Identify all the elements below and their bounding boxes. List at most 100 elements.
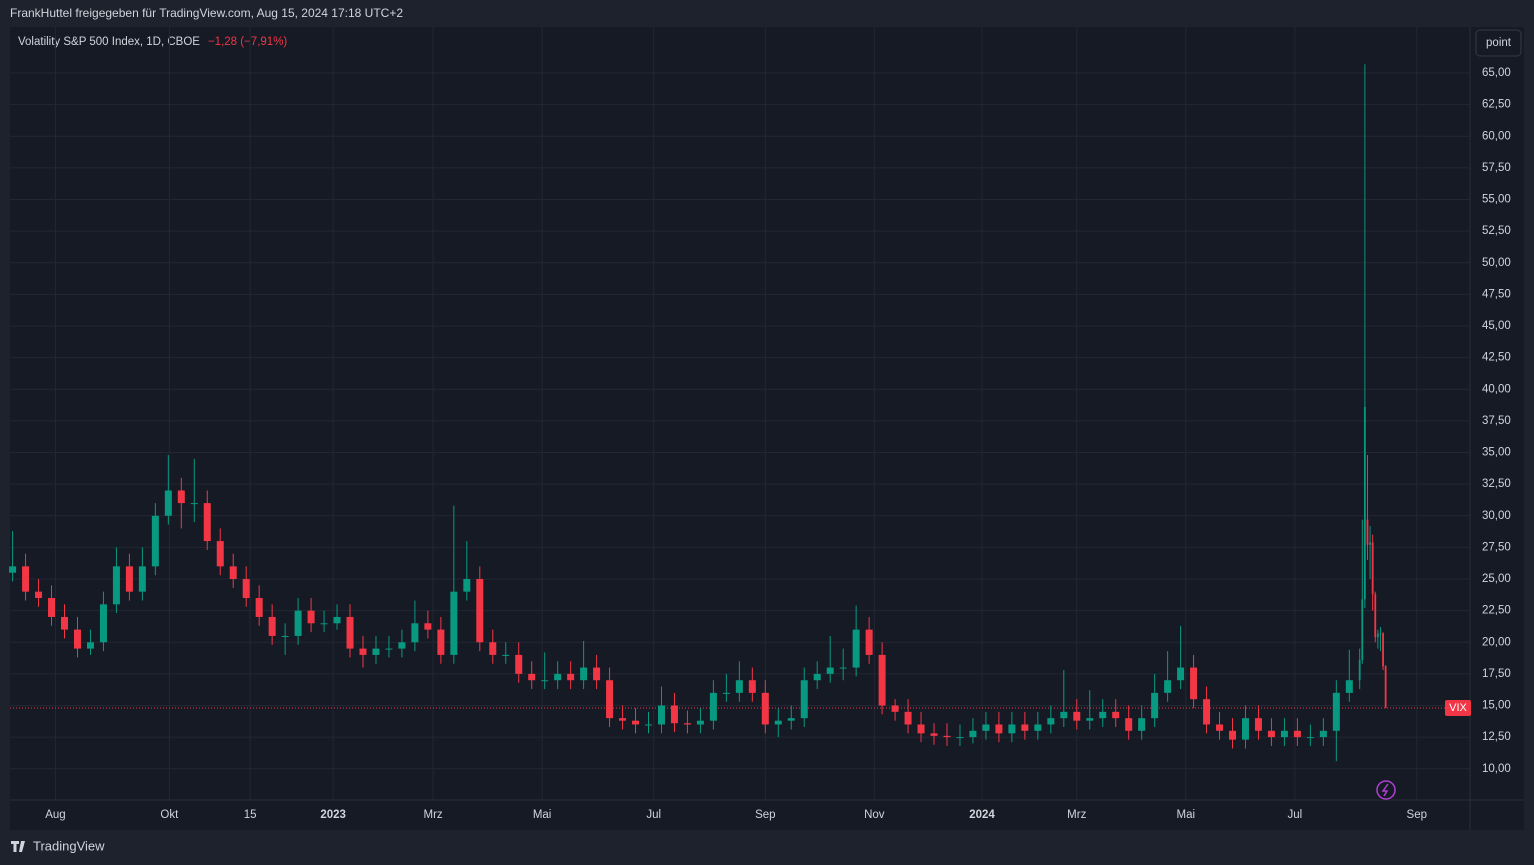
candle-body (826, 667, 834, 674)
candle-body (1151, 692, 1159, 719)
y-tick-label: 55,00 (1482, 194, 1511, 206)
y-tick-label: 32,50 (1482, 478, 1511, 490)
y-tick-label: 40,00 (1482, 383, 1511, 395)
candle-body (722, 692, 730, 694)
header-text: FrankHuttel freigegeben für TradingView.… (10, 6, 403, 20)
x-tick-label: Sep (755, 809, 775, 821)
x-tick-label: Mai (1177, 809, 1196, 821)
candle-body (943, 735, 951, 738)
candle-body (242, 579, 250, 598)
x-tick-label: Mai (533, 809, 552, 821)
candle-body (657, 705, 665, 725)
x-tick-label: 2024 (969, 809, 995, 821)
candle-body (683, 723, 691, 725)
candle-body (1229, 730, 1237, 740)
candle-body (787, 718, 795, 721)
candle-body (528, 673, 536, 681)
candle-body (1125, 718, 1133, 731)
y-tick-label: 17,50 (1482, 668, 1511, 680)
candle-body (632, 720, 640, 725)
candle-body (904, 711, 912, 725)
candle-body (606, 680, 614, 719)
candle-body (411, 623, 419, 643)
replay-icon[interactable] (1376, 780, 1396, 800)
symbol-tag: VIX (1449, 702, 1467, 714)
candle-body (709, 692, 717, 721)
y-tick-label: 22,50 (1482, 605, 1511, 617)
candle-body (22, 566, 30, 592)
candle-body (450, 591, 458, 655)
candle-body (878, 654, 886, 706)
x-tick-label: Sep (1407, 809, 1427, 821)
candle-body (541, 680, 549, 682)
candle-body (112, 566, 120, 605)
y-tick-label: 20,00 (1482, 636, 1511, 648)
candle-body (463, 579, 471, 592)
candle-body (385, 648, 393, 650)
candle-body (1280, 730, 1288, 738)
candle-body (1366, 519, 1369, 545)
replay-icon-bolt[interactable] (1381, 783, 1389, 797)
candle-body (1216, 724, 1224, 731)
candle-body (1190, 667, 1198, 700)
candle-body (1099, 711, 1107, 719)
candle-body (86, 642, 94, 649)
candle-body (735, 680, 743, 693)
y-tick-label: 62,50 (1482, 99, 1511, 111)
candle-body (1376, 633, 1379, 638)
candle-body (164, 490, 172, 516)
candle-body (1241, 718, 1249, 740)
candle-body (61, 616, 69, 630)
y-tick-label: 37,50 (1482, 415, 1511, 427)
brand: TradingView (33, 838, 105, 853)
x-tick-label: Jul (1287, 809, 1302, 821)
candle-body (917, 724, 925, 734)
y-tick-label: 30,00 (1482, 510, 1511, 522)
candle-body (670, 705, 678, 724)
candle-body (1319, 730, 1327, 738)
x-tick-label: Aug (45, 809, 65, 821)
candle-body (1369, 542, 1371, 545)
candle-body (1358, 659, 1361, 681)
scale-button-label[interactable]: point (1486, 37, 1512, 49)
candle-body (593, 667, 601, 681)
x-tick-label: Okt (160, 809, 179, 821)
candle-body (1008, 724, 1016, 734)
candle-body (190, 503, 198, 505)
candle-body (1267, 730, 1275, 738)
candle-body (294, 610, 302, 636)
candle-body (320, 623, 328, 625)
candle-body (1374, 594, 1377, 638)
x-tick-label: Jul (646, 809, 661, 821)
candle-body (748, 680, 756, 693)
candle-body (476, 579, 484, 643)
candle-body (151, 515, 159, 567)
candle-body (177, 490, 185, 504)
candle-body (1086, 718, 1094, 721)
candle-body (9, 566, 17, 573)
y-tick-label: 57,50 (1482, 162, 1511, 174)
candle-body (48, 597, 56, 617)
candle-body (580, 667, 588, 681)
candle-body (1371, 542, 1374, 595)
candle-body (229, 566, 237, 580)
candle-body (281, 635, 289, 637)
x-tick-label: Mrz (1067, 809, 1086, 821)
candle-body (73, 629, 81, 649)
candle-body (307, 610, 315, 624)
brand-logo (11, 841, 25, 852)
scale-button[interactable] (1475, 29, 1522, 57)
candle-body (567, 673, 575, 681)
candle-body (1293, 730, 1301, 738)
candle-body (35, 591, 43, 598)
candle-body (1254, 718, 1262, 731)
change: −1,28 (−7,91%) (208, 36, 287, 48)
candle-body (969, 730, 977, 738)
candle-body (554, 673, 562, 681)
candle-body (995, 724, 1003, 734)
candle-body (424, 623, 432, 630)
y-tick-label: 60,00 (1482, 130, 1511, 142)
y-tick-label: 65,00 (1482, 67, 1511, 79)
